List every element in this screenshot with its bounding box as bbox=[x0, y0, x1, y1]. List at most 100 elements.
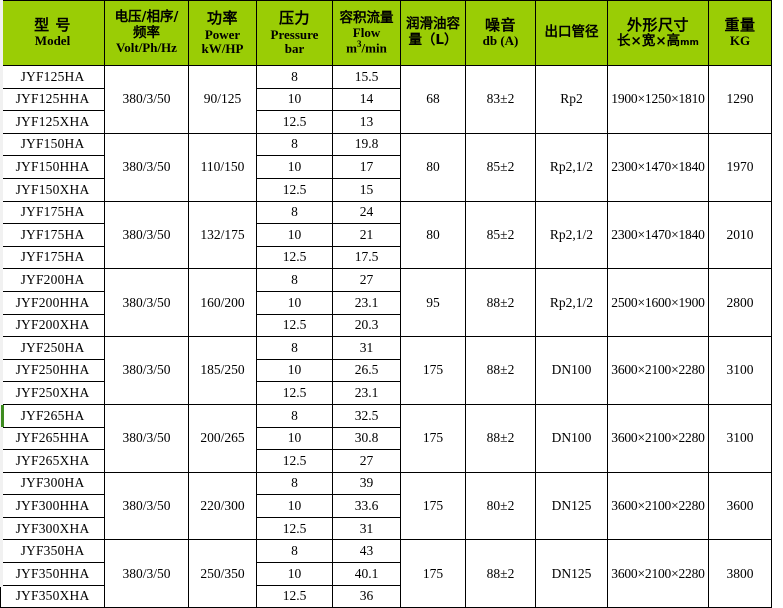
cell-pressure[interactable]: 10 bbox=[256, 358, 333, 383]
cell-noise[interactable]: 85±2 bbox=[465, 200, 536, 270]
cell-voltage[interactable]: 380/3/50 bbox=[104, 539, 189, 608]
cell-pressure[interactable]: 10 bbox=[256, 290, 333, 315]
cell-flow[interactable]: 19.8 bbox=[332, 132, 401, 157]
cell-model[interactable]: JYF350HA bbox=[0, 539, 105, 564]
cell-oil-capacity[interactable]: 95 bbox=[400, 268, 466, 338]
cell-power[interactable]: 185/250 bbox=[188, 336, 257, 405]
cell-pressure[interactable]: 10 bbox=[256, 562, 333, 586]
table-row[interactable]: JYF175HA 380/3/50 132/175 8 24 80 85±2 Rp2,1/2 2… bbox=[0, 200, 772, 270]
cell-flow[interactable]: 26.5 bbox=[332, 358, 401, 383]
table-row[interactable]: JYF125HHA 10 14 bbox=[0, 87, 772, 112]
cell-pressure[interactable]: 10 bbox=[256, 494, 333, 518]
cell-outlet-pipe[interactable]: Rp2,1/2 bbox=[535, 268, 608, 338]
cell-power[interactable]: 132/175 bbox=[188, 200, 257, 270]
cell-pressure[interactable]: 12.5 bbox=[256, 245, 333, 270]
cell-flow[interactable]: 27 bbox=[332, 268, 401, 292]
table-row[interactable]: JYF250XHA 12.5 23.1 bbox=[0, 381, 772, 405]
cell-power[interactable]: 200/265 bbox=[188, 403, 257, 473]
cell-model[interactable]: JYF350XHA bbox=[0, 584, 105, 608]
cell-voltage[interactable]: 380/3/50 bbox=[104, 336, 189, 405]
cell-model[interactable]: JYF250HA bbox=[0, 336, 105, 360]
cell-pressure[interactable]: 10 bbox=[256, 155, 333, 179]
cell-flow[interactable]: 40.1 bbox=[332, 562, 401, 586]
cell-outlet-pipe[interactable]: DN100 bbox=[535, 403, 608, 473]
table-row[interactable]: JYF300XHA 12.5 31 bbox=[0, 516, 772, 541]
cell-dimensions[interactable]: 3600×2100×2280 bbox=[607, 403, 709, 473]
cell-model[interactable]: JYF265HHA bbox=[0, 426, 105, 451]
cell-flow[interactable]: 27 bbox=[332, 449, 401, 473]
cell-flow[interactable]: 15 bbox=[332, 177, 401, 202]
cell-weight[interactable]: 1970 bbox=[708, 132, 772, 202]
cell-outlet-pipe[interactable]: Rp2,1/2 bbox=[535, 132, 608, 202]
cell-voltage[interactable]: 380/3/50 bbox=[104, 65, 189, 134]
cell-model[interactable]: JYF125HA bbox=[0, 65, 105, 89]
cell-pressure[interactable]: 8 bbox=[256, 268, 333, 292]
cell-model[interactable]: JYF350HHA bbox=[0, 562, 105, 586]
table-row[interactable]: JYF175HA 12.5 17.5 bbox=[0, 245, 772, 270]
cell-model[interactable]: JYF150XHA bbox=[0, 177, 105, 202]
cell-flow[interactable]: 31 bbox=[332, 336, 401, 360]
cell-outlet-pipe[interactable]: DN125 bbox=[535, 471, 608, 541]
cell-weight[interactable]: 3800 bbox=[708, 539, 772, 608]
cell-flow[interactable]: 30.8 bbox=[332, 426, 401, 451]
table-row[interactable]: JYF265XHA 12.5 27 bbox=[0, 449, 772, 473]
cell-model[interactable]: JYF200XHA bbox=[0, 313, 105, 338]
cell-flow[interactable]: 21 bbox=[332, 223, 401, 247]
cell-model[interactable]: JYF300XHA bbox=[0, 516, 105, 541]
cell-voltage[interactable]: 380/3/50 bbox=[104, 403, 189, 473]
cell-pressure[interactable]: 10 bbox=[256, 426, 333, 451]
cell-pressure[interactable]: 10 bbox=[256, 223, 333, 247]
cell-weight[interactable]: 1290 bbox=[708, 65, 772, 134]
table-row[interactable]: JYF265HA 380/3/50 200/265 8 32.5 175 88±2 DN100… bbox=[0, 403, 772, 473]
cell-model[interactable]: JYF250HHA bbox=[0, 358, 105, 383]
cell-noise[interactable]: 80±2 bbox=[465, 471, 536, 541]
cell-flow[interactable]: 20.3 bbox=[332, 313, 401, 338]
cell-flow[interactable]: 23.1 bbox=[332, 381, 401, 405]
cell-pressure[interactable]: 8 bbox=[256, 132, 333, 157]
cell-oil-capacity[interactable]: 80 bbox=[400, 200, 466, 270]
cell-oil-capacity[interactable]: 175 bbox=[400, 336, 466, 405]
table-row[interactable]: JYF300HHA 10 33.6 bbox=[0, 494, 772, 518]
cell-oil-capacity[interactable]: 175 bbox=[400, 539, 466, 608]
cell-pressure[interactable]: 8 bbox=[256, 336, 333, 360]
cell-flow[interactable]: 17 bbox=[332, 155, 401, 179]
cell-model[interactable]: JYF200HA bbox=[0, 268, 105, 292]
cell-flow[interactable]: 13 bbox=[332, 110, 401, 134]
cell-voltage[interactable]: 380/3/50 bbox=[104, 200, 189, 270]
cell-weight[interactable]: 2010 bbox=[708, 200, 772, 270]
cell-model[interactable]: JYF175HA bbox=[0, 245, 105, 270]
cell-pressure[interactable]: 8 bbox=[256, 471, 333, 496]
cell-dimensions[interactable]: 3600×2100×2280 bbox=[607, 539, 709, 608]
cell-noise[interactable]: 88±2 bbox=[465, 268, 536, 338]
cell-noise[interactable]: 88±2 bbox=[465, 539, 536, 608]
cell-power[interactable]: 110/150 bbox=[188, 132, 257, 202]
cell-oil-capacity[interactable]: 175 bbox=[400, 403, 466, 473]
cell-flow[interactable]: 31 bbox=[332, 516, 401, 541]
table-row[interactable]: JYF300HA 380/3/50 220/300 8 39 175 80±2 DN125 36… bbox=[0, 471, 772, 541]
cell-model[interactable]: JYF150HHA bbox=[0, 155, 105, 179]
cell-model[interactable]: JYF175HA bbox=[0, 223, 105, 247]
cell-model[interactable]: JYF200HHA bbox=[0, 290, 105, 315]
cell-noise[interactable]: 88±2 bbox=[465, 336, 536, 405]
cell-outlet-pipe[interactable]: Rp2,1/2 bbox=[535, 200, 608, 270]
cell-dimensions[interactable]: 3600×2100×2280 bbox=[607, 336, 709, 405]
cell-power[interactable]: 90/125 bbox=[188, 65, 257, 134]
table-row[interactable]: JYF175HA 10 21 bbox=[0, 223, 772, 247]
cell-oil-capacity[interactable]: 68 bbox=[400, 65, 466, 134]
table-row[interactable]: JYF200XHA 12.5 20.3 bbox=[0, 313, 772, 338]
cell-pressure[interactable]: 8 bbox=[256, 403, 333, 428]
cell-pressure[interactable]: 8 bbox=[256, 200, 333, 225]
cell-power[interactable]: 160/200 bbox=[188, 268, 257, 338]
cell-oil-capacity[interactable]: 175 bbox=[400, 471, 466, 541]
cell-pressure[interactable]: 12.5 bbox=[256, 584, 333, 608]
table-row[interactable]: JYF265HHA 10 30.8 bbox=[0, 426, 772, 451]
cell-flow[interactable]: 36 bbox=[332, 584, 401, 608]
cell-model[interactable]: JYF250XHA bbox=[0, 381, 105, 405]
cell-model[interactable]: JYF175HA bbox=[0, 200, 105, 225]
cell-pressure[interactable]: 12.5 bbox=[256, 449, 333, 473]
cell-pressure[interactable]: 10 bbox=[256, 87, 333, 112]
cell-model[interactable]: JYF265XHA bbox=[0, 449, 105, 473]
table-row[interactable]: JYF125XHA 12.5 13 bbox=[0, 110, 772, 134]
cell-power[interactable]: 220/300 bbox=[188, 471, 257, 541]
cell-dimensions[interactable]: 2300×1470×1840 bbox=[607, 132, 709, 202]
